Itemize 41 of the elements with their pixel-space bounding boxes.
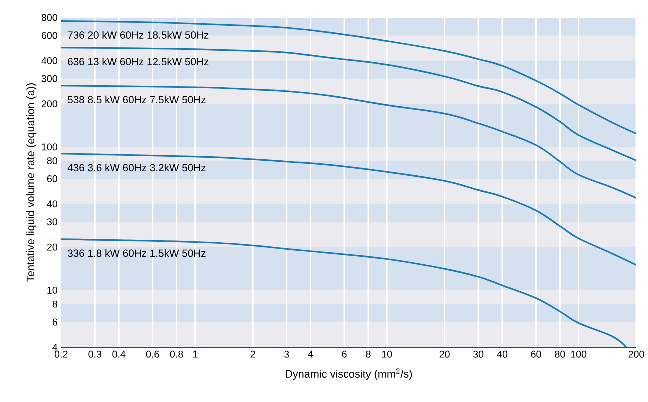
series-label: 538 8.5 kW 60Hz 7.5kW 50Hz [68,96,206,104]
y-tick-label: 10 [48,287,58,294]
y-tick-label: 6 [52,318,58,326]
x-tick-label: 200 [628,350,644,358]
series-label: 336 1.8 kW 60Hz 1.5kW 50Hz [68,250,206,258]
x-tick-label: 0.3 [88,350,102,358]
y-tick-label: 8 [52,300,58,308]
x-tick-label: 0.6 [146,350,160,358]
y-tick-label: 80 [47,158,58,165]
x-tick-label: 1 [193,350,198,358]
y-tick-label: 800 [42,14,58,22]
y-tick-label: 300 [42,75,58,82]
x-tick-label: 40 [497,350,508,358]
y-axis-title: Tentative liquid volume rate (equation (a)) [26,84,37,282]
y-tick-label: 60 [47,176,58,183]
x-tick-label: 3 [284,350,290,358]
x-tick-label: 0.4 [112,350,126,358]
y-tick-label: 40 [47,200,58,208]
x-tick-label: 30 [473,350,484,358]
x-tick-label: 6 [342,350,347,358]
x-tick-label: 80 [555,350,566,358]
x-tick-label: 0.8 [170,350,184,358]
x-tick-label: 0.2 [54,350,68,358]
y-tick-label: 4 [52,344,58,351]
x-tick-label: 10 [382,350,392,358]
series-label: 636 13 kW 60Hz 12.5kW 50Hz [68,58,209,66]
y-tick-label: 30 [47,218,58,226]
x-tick-label: 20 [440,350,450,358]
series-label: 736 20 kW 60Hz 18.5kW 50Hz [68,31,209,40]
y-tick-label: 20 [47,244,58,251]
x-tick-label: 8 [366,350,371,358]
x-tick-label: 100 [571,350,587,358]
x-tick-label: 4 [308,350,314,358]
x-axis-title: Dynamic viscosity (mm$^{2}$/s) [286,368,412,380]
y-tick-label: 100 [42,144,58,151]
x-tick-label: 60 [531,350,542,358]
y-tick-label: 600 [42,32,58,40]
x-tick-label: 2 [250,350,256,358]
y-tick-label: 400 [42,58,58,64]
y-tick-label: 200 [42,100,58,108]
series-label: 436 3.6 kW 60Hz 3.2kW 50Hz [68,164,206,172]
